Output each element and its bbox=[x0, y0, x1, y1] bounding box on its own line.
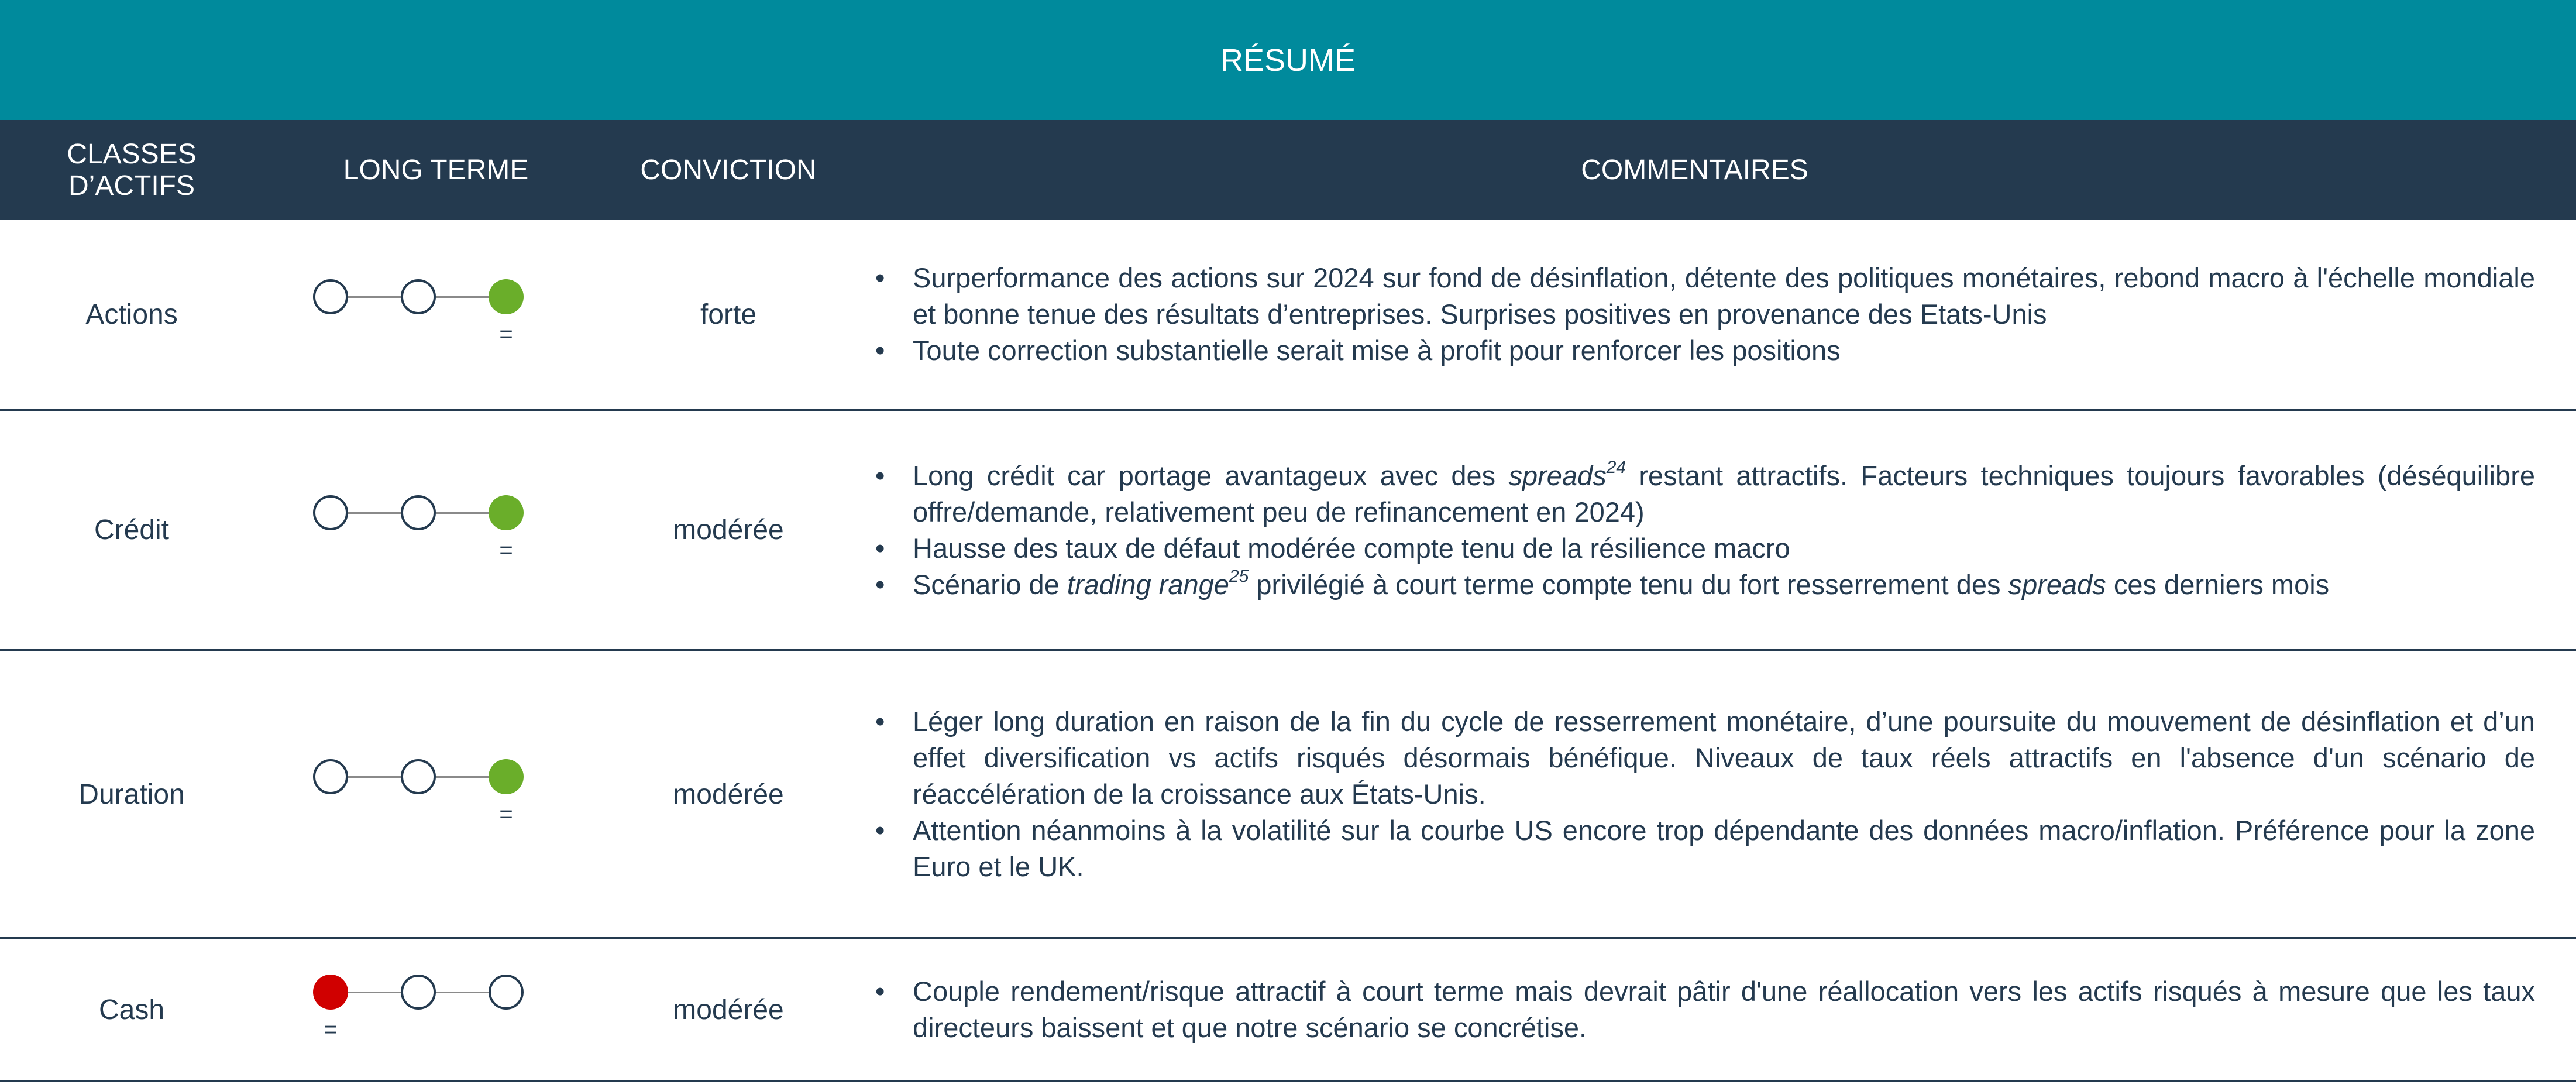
comment-text: Toute correction substantielle serait mi… bbox=[913, 335, 1841, 366]
comment-bullet: Léger long duration en raison de la fin … bbox=[875, 704, 2535, 812]
comment-text: Léger long duration en raison de la fin … bbox=[913, 706, 2535, 809]
table-row: Duration = modérée Léger long duration en r… bbox=[0, 651, 2576, 939]
long-term-cell: = bbox=[263, 963, 608, 1056]
connector-line bbox=[436, 776, 489, 778]
conviction: modérée bbox=[673, 778, 784, 810]
comment-text: spreads bbox=[1508, 459, 1607, 491]
long-term-cell: = bbox=[263, 267, 608, 361]
asset-class: Actions bbox=[85, 299, 178, 330]
empty-dot-icon bbox=[489, 975, 524, 1010]
empty-dot-icon bbox=[313, 495, 348, 530]
connector-line bbox=[348, 776, 401, 778]
connector-line bbox=[348, 296, 401, 298]
comment-bullet: Scénario de trading range25 privilégié à… bbox=[875, 566, 2535, 603]
comment-text: Attention néanmoins à la volatilité sur … bbox=[913, 815, 2535, 882]
connector-line bbox=[436, 992, 489, 993]
comments-list: Léger long duration en raison de la fin … bbox=[872, 704, 2535, 885]
change-indicator: = bbox=[499, 801, 513, 827]
long-term-indicator: = bbox=[313, 963, 559, 1056]
header-asset-class: CLASSES D’ACTIFS bbox=[67, 138, 197, 201]
comment-text: Surperformance des actions sur 2024 sur … bbox=[913, 262, 2535, 330]
footnote-ref: 25 bbox=[1229, 566, 1249, 586]
conviction: forte bbox=[700, 299, 757, 330]
comment-text: spreads bbox=[2008, 568, 2106, 600]
comment-text: Scénario de bbox=[913, 568, 1067, 600]
comments-cell: Surperformance des actions sur 2024 sur … bbox=[848, 260, 2576, 369]
empty-dot-icon bbox=[401, 975, 436, 1010]
connector-line bbox=[348, 512, 401, 514]
empty-dot-icon bbox=[401, 495, 436, 530]
table-row: Crédit = modérée Long crédit car portage av… bbox=[0, 411, 2576, 651]
table-header: CLASSES D’ACTIFS LONG TERME CONVICTION C… bbox=[0, 120, 2576, 220]
asset-class: Crédit bbox=[94, 514, 170, 546]
filled-dot-icon bbox=[489, 759, 524, 794]
empty-dot-icon bbox=[313, 279, 348, 314]
comment-bullet: Surperformance des actions sur 2024 sur … bbox=[875, 260, 2535, 332]
comment-text: ces derniers mois bbox=[2106, 568, 2330, 600]
table-row: Cash = modérée Couple rendement/risque attr… bbox=[0, 939, 2576, 1082]
connector-line bbox=[436, 512, 489, 514]
long-term-indicator: = bbox=[313, 747, 559, 841]
connector-line bbox=[436, 296, 489, 298]
change-indicator: = bbox=[324, 1017, 338, 1042]
comments-list: Couple rendement/risque attractif à cour… bbox=[872, 973, 2535, 1046]
comment-text: privilégié à court terme compte tenu du … bbox=[1249, 568, 2008, 600]
header-conviction: CONVICTION bbox=[640, 155, 817, 186]
connector-line bbox=[348, 992, 401, 993]
comment-text: Long crédit car portage avantageux avec … bbox=[913, 459, 1509, 491]
header-comments: COMMENTAIRES bbox=[1581, 155, 1808, 186]
comment-bullet: Attention néanmoins à la volatilité sur … bbox=[875, 812, 2535, 885]
change-indicator: = bbox=[499, 321, 513, 347]
comments-cell: Couple rendement/risque attractif à cour… bbox=[848, 973, 2576, 1046]
filled-dot-icon bbox=[313, 975, 348, 1010]
comments-list: Surperformance des actions sur 2024 sur … bbox=[872, 260, 2535, 369]
header-long-term: LONG TERME bbox=[343, 155, 529, 186]
long-term-cell: = bbox=[263, 747, 608, 841]
comment-text: restant attractifs. Facteurs techniques … bbox=[913, 459, 2535, 527]
table-row: Actions = forte Surperformance des actions … bbox=[0, 220, 2576, 411]
comments-cell: Long crédit car portage avantageux avec … bbox=[848, 458, 2576, 603]
comment-bullet: Long crédit car portage avantageux avec … bbox=[875, 457, 2535, 530]
empty-dot-icon bbox=[313, 759, 348, 794]
comment-bullet: Hausse des taux de défaut modérée compte… bbox=[875, 530, 2535, 567]
empty-dot-icon bbox=[401, 759, 436, 794]
footnote-ref: 24 bbox=[1606, 457, 1626, 477]
comments-list: Long crédit car portage avantageux avec … bbox=[872, 458, 2535, 603]
comment-text: Couple rendement/risque attractif à cour… bbox=[913, 976, 2535, 1043]
comment-bullet: Couple rendement/risque attractif à cour… bbox=[875, 973, 2535, 1046]
filled-dot-icon bbox=[489, 279, 524, 314]
asset-class: Cash bbox=[98, 994, 165, 1025]
long-term-indicator: = bbox=[313, 483, 559, 577]
filled-dot-icon bbox=[489, 495, 524, 530]
long-term-indicator: = bbox=[313, 267, 559, 361]
change-indicator: = bbox=[499, 537, 513, 563]
comments-cell: Léger long duration en raison de la fin … bbox=[848, 704, 2576, 885]
table-body: Actions = forte Surperformance des actions … bbox=[0, 220, 2576, 1082]
comment-text: Hausse des taux de défaut modérée compte… bbox=[913, 532, 1790, 564]
comment-text: trading range bbox=[1067, 568, 1229, 600]
empty-dot-icon bbox=[401, 279, 436, 314]
long-term-cell: = bbox=[263, 483, 608, 577]
comment-bullet: Toute correction substantielle serait mi… bbox=[875, 332, 2535, 369]
asset-class: Duration bbox=[78, 778, 185, 810]
conviction: modérée bbox=[673, 994, 784, 1025]
summary-title: RÉSUMÉ bbox=[0, 0, 2576, 120]
conviction: modérée bbox=[673, 514, 784, 546]
